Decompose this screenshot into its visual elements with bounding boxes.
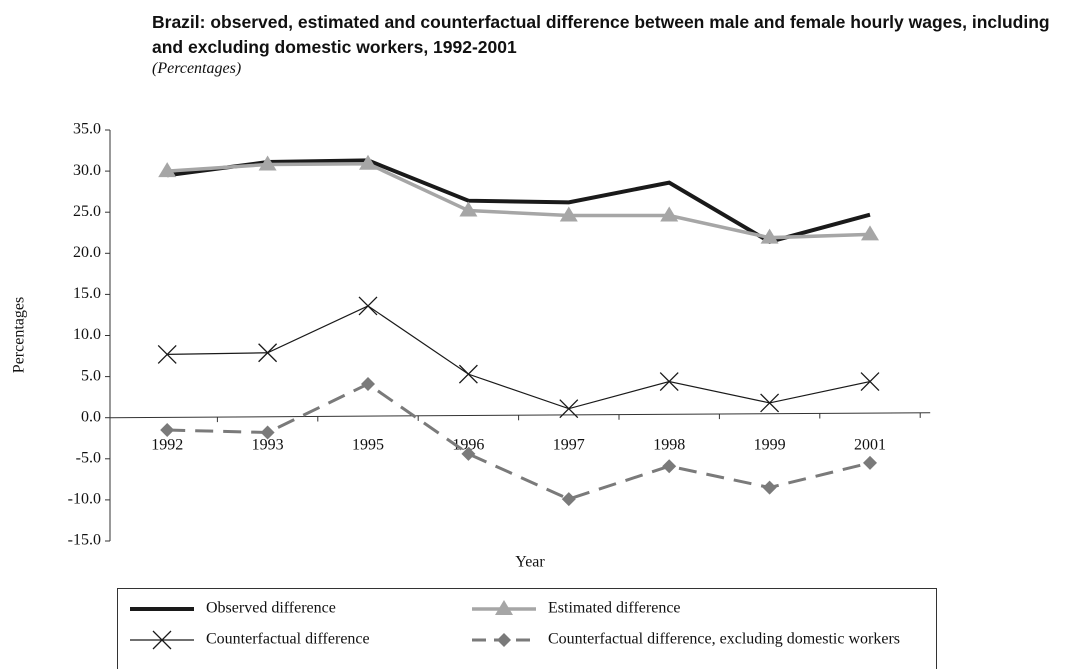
x-axis [109, 412, 931, 419]
marker [559, 206, 578, 222]
marker [152, 630, 172, 650]
y-tick-label: -5.0 [76, 449, 101, 466]
marker [497, 633, 511, 647]
x-tick-label: 1995 [352, 436, 384, 453]
marker [258, 155, 277, 171]
y-tick-label: 25.0 [73, 203, 101, 220]
marker [561, 492, 576, 507]
series-line [166, 158, 871, 244]
y-tick-label: 30.0 [73, 162, 101, 179]
y-tick-label: -10.0 [68, 491, 101, 508]
series-line [167, 305, 871, 410]
marker [260, 425, 275, 440]
x-tick-label: 1998 [653, 436, 685, 453]
chart-subtitle: (Percentages) [152, 60, 242, 77]
marker [359, 154, 377, 170]
marker [760, 393, 780, 413]
x-tick-label: 1997 [553, 436, 585, 453]
marker [458, 364, 478, 384]
series-line [167, 161, 871, 240]
y-tick-label: 5.0 [81, 367, 101, 384]
y-tick-label: -15.0 [68, 532, 101, 549]
marker [461, 446, 476, 461]
marker [358, 296, 378, 316]
legend-label: Estimated difference [548, 600, 681, 617]
x-tick-label: 2001 [854, 436, 886, 453]
x-tick-label: 1993 [252, 436, 284, 453]
marker [258, 343, 278, 363]
chart-title: Brazil: observed, estimated and counterf… [152, 12, 1050, 57]
marker [662, 459, 677, 474]
marker [760, 228, 779, 244]
legend-label: Counterfactual difference [206, 631, 370, 648]
marker [158, 162, 177, 178]
marker [157, 344, 177, 364]
marker [559, 399, 579, 419]
y-tick-label: 35.0 [73, 121, 101, 138]
y-axis-title: Percentages [11, 297, 28, 373]
marker [495, 600, 513, 615]
legend-box [117, 588, 937, 669]
x-tick-label: 1992 [151, 436, 183, 453]
marker [762, 480, 777, 495]
marker [459, 201, 478, 217]
y-tick-label: 15.0 [73, 285, 101, 302]
legend-label: Observed difference [206, 600, 336, 617]
marker [361, 376, 375, 391]
series-line [167, 382, 871, 501]
legend-label: Counterfactual difference, excluding dom… [548, 631, 900, 648]
y-tick-label: 10.0 [73, 326, 101, 343]
marker [660, 206, 679, 222]
y-tick-label: 20.0 [73, 244, 101, 261]
marker [860, 372, 880, 391]
marker [160, 423, 175, 438]
x-axis-title: Year [515, 554, 545, 571]
y-tick-label: 0.0 [81, 408, 101, 425]
marker [861, 225, 879, 241]
marker [863, 455, 877, 470]
x-tick-label: 1999 [754, 436, 786, 453]
marker [659, 372, 679, 391]
